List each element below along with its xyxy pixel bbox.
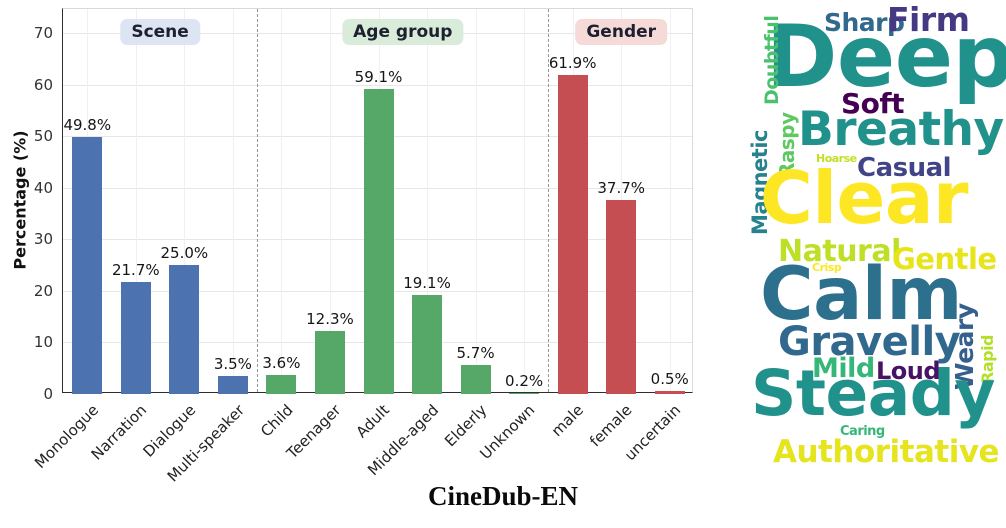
word-firm: Firm xyxy=(887,0,970,39)
word-caring: Caring xyxy=(840,424,885,439)
bar-value-label: 12.3% xyxy=(306,309,354,328)
bar-value-label: 59.1% xyxy=(354,68,403,87)
gridline-v xyxy=(135,9,137,392)
word-natural: Natural xyxy=(778,234,901,269)
y-tick-label: 70 xyxy=(33,24,53,42)
word-gentle: Gentle xyxy=(892,242,997,276)
bar-value-label: 3.5% xyxy=(213,354,252,373)
bar-male xyxy=(557,74,588,394)
bar-child xyxy=(266,375,297,394)
bar-narration xyxy=(120,282,151,394)
word-casual: Casual xyxy=(857,153,952,183)
bar-value-label: 0.2% xyxy=(505,371,544,390)
bar-monologue xyxy=(72,137,103,394)
y-tick-label: 60 xyxy=(33,75,53,94)
gridline-v xyxy=(475,9,477,392)
word-soft: Soft xyxy=(841,87,904,120)
bar-value-label: 25.0% xyxy=(160,244,209,263)
gridline-v xyxy=(427,9,429,392)
bar-value-label: 3.6% xyxy=(262,354,301,373)
bar-uncertain xyxy=(654,391,685,394)
bar-value-label: 37.7% xyxy=(597,178,646,197)
gridline-v xyxy=(184,9,186,392)
word-doubtful: Doubtful xyxy=(761,15,783,105)
bar-dialogue xyxy=(169,265,200,394)
bar-value-label: 21.7% xyxy=(111,261,160,280)
group-badge-age-group: Age group xyxy=(342,19,464,45)
word-gravelly: Gravelly xyxy=(778,319,961,365)
y-tick-label: 40 xyxy=(33,178,53,197)
group-badge-scene: Scene xyxy=(120,19,200,45)
x-tick-label: Monologue xyxy=(31,401,103,472)
gridline-v xyxy=(524,9,526,392)
word-crisp: Crisp xyxy=(812,261,842,274)
y-tick-label: 10 xyxy=(33,333,53,352)
bar-value-label: 49.8% xyxy=(63,116,112,135)
word-mild: Mild xyxy=(812,353,875,384)
bar-female xyxy=(606,199,637,394)
bar-unknown xyxy=(509,392,540,394)
gridline-v xyxy=(329,9,331,392)
bar-middle-aged xyxy=(412,295,443,394)
group-separator xyxy=(257,9,259,392)
y-tick-label: 0 xyxy=(43,385,53,403)
group-separator xyxy=(548,9,550,392)
figure-title: CineDub-EN xyxy=(427,481,579,511)
y-tick-label: 20 xyxy=(33,281,53,300)
y-tick-label: 50 xyxy=(33,127,53,146)
bar-value-label: 61.9% xyxy=(548,53,597,72)
y-tick-label: 30 xyxy=(33,230,53,249)
word-calm: Calm xyxy=(760,252,962,337)
bar-value-label: 5.7% xyxy=(456,343,495,362)
bar-multi-speaker xyxy=(217,375,248,394)
word-hoarse: Hoarse xyxy=(816,152,857,165)
gridline-v xyxy=(281,9,283,392)
x-tick-label: male xyxy=(548,401,588,441)
bar-value-label: 0.5% xyxy=(650,370,689,389)
x-tick-label: Child xyxy=(256,401,297,441)
word-clear: Clear xyxy=(760,156,968,240)
word-steady: Steady xyxy=(751,357,995,430)
word-deep: Deep xyxy=(766,7,1006,107)
word-breathy: Breathy xyxy=(798,102,1004,157)
word-cloud: Sharp Firm Deep Doubtful Magnetic Raspy Soft Br… xyxy=(706,0,1006,528)
bar-teenager xyxy=(314,330,345,394)
word-sharp: Sharp xyxy=(824,8,905,37)
group-badge-gender: Gender xyxy=(575,19,668,45)
x-tick-label: Adult xyxy=(352,401,394,442)
bar-elderly xyxy=(460,364,491,394)
word-authoritative: Authoritative xyxy=(773,434,1000,470)
gridline-v xyxy=(669,9,671,392)
bar-adult xyxy=(363,89,394,394)
bar-chart: Percentage (%) 0 10 20 30 40 50 60 70 49.8% Monol… xyxy=(11,8,693,485)
word-loud: Loud xyxy=(876,357,941,385)
bar-value-label: 19.1% xyxy=(403,274,451,293)
gridline-h xyxy=(63,84,692,86)
plot-area: 0 10 20 30 40 50 60 70 49.8% Monologue 21.7% Narrat… xyxy=(31,8,693,485)
gridline-v xyxy=(232,9,234,392)
